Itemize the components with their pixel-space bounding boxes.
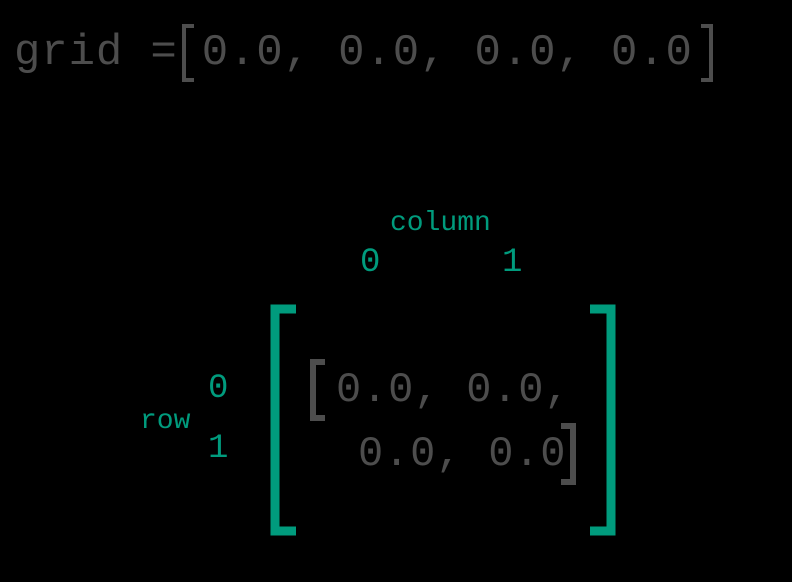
matrix-row-1: 0.0, 0.0 bbox=[358, 430, 566, 478]
matrix-diagram: column 0 1 row 0 1 0.0, 0.0, 0.0, 0.0 bbox=[148, 238, 758, 558]
grid-lhs: grid = bbox=[14, 28, 178, 78]
outer-right-bracket-icon bbox=[584, 304, 620, 536]
row-index-1: 1 bbox=[208, 430, 229, 468]
top-left-bracket-icon bbox=[180, 24, 198, 82]
top-array-values: 0.0, 0.0, 0.0, 0.0 bbox=[202, 28, 693, 78]
top-array-expression: grid = 0.0, 0.0, 0.0, 0.0 bbox=[14, 24, 715, 82]
row-label: row bbox=[140, 406, 190, 437]
row-index-0: 0 bbox=[208, 370, 229, 408]
matrix-row-0: 0.0, 0.0, bbox=[336, 366, 570, 414]
inner-left-bracket-icon bbox=[306, 358, 330, 422]
col-index-0: 0 bbox=[360, 244, 381, 282]
column-label: column bbox=[390, 208, 491, 239]
outer-left-bracket-icon bbox=[266, 304, 302, 536]
top-right-bracket-icon bbox=[697, 24, 715, 82]
col-index-1: 1 bbox=[502, 244, 523, 282]
